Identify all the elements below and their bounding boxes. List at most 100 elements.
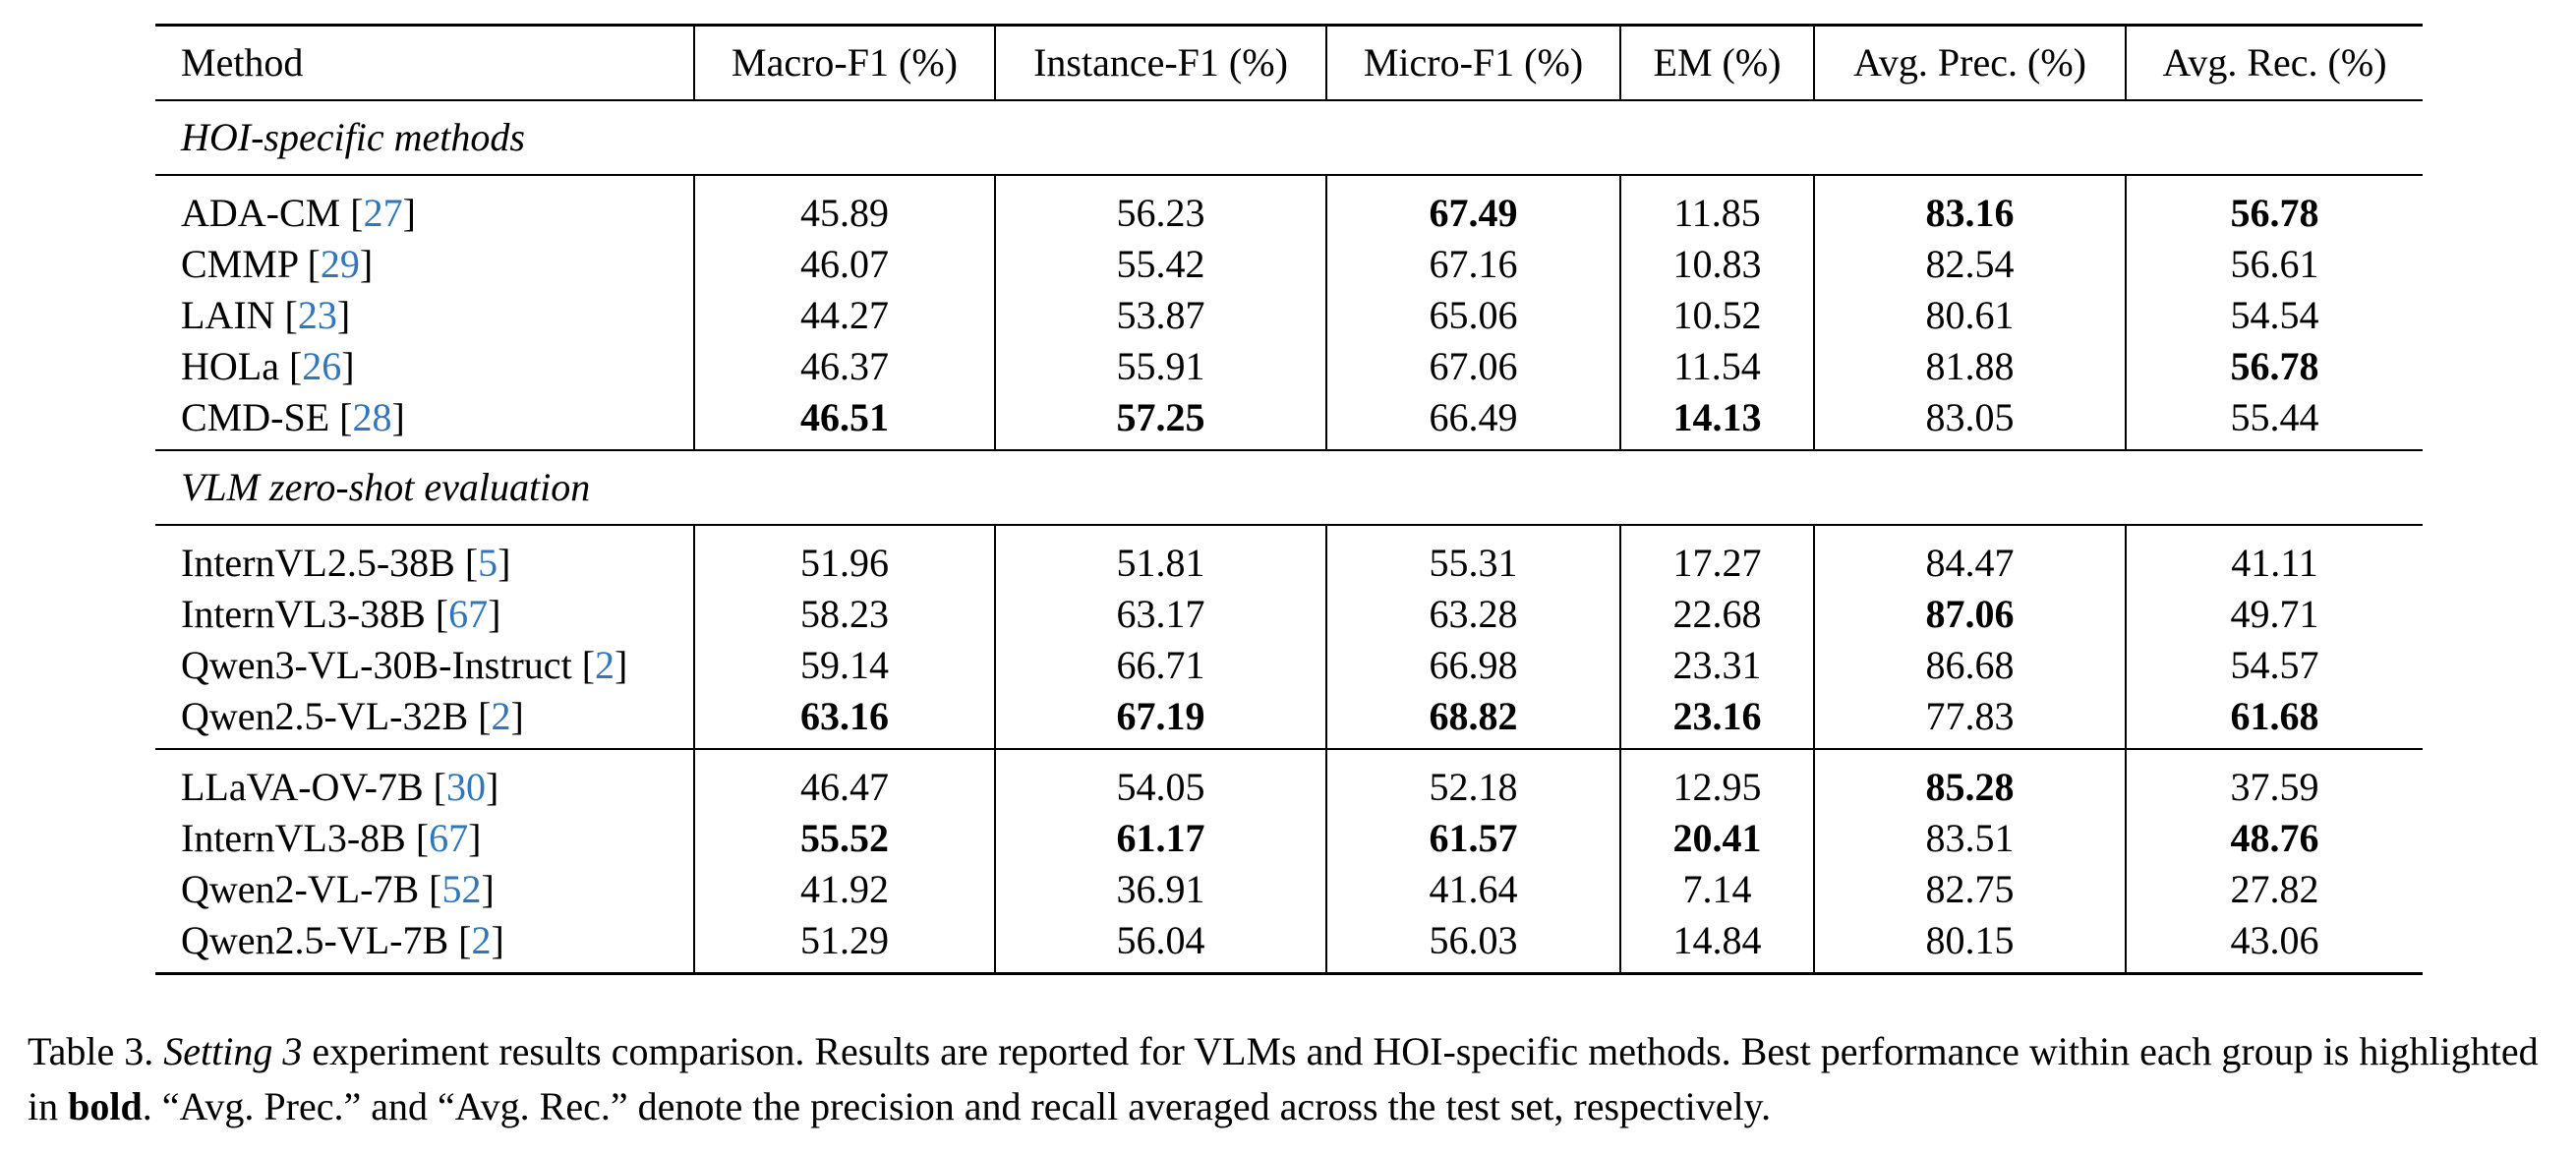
caption-setting: Setting 3 (163, 1029, 303, 1073)
value-cell-avg-rec: 55.44 (2125, 392, 2423, 451)
value-cell-instance-f1: 57.25 (994, 392, 1326, 451)
value-text: 41.92 (800, 867, 889, 911)
table-row: InternVL2.5-38B [5] 51.96 51.81 55.31 17.27 8… (155, 525, 2423, 589)
citation-link[interactable]: 67 (429, 816, 469, 860)
value-text: 56.78 (2230, 344, 2319, 388)
table-row: Qwen2.5-VL-7B [2] 51.29 56.04 56.03 14.84 80.… (155, 915, 2423, 975)
citation-link[interactable]: 27 (363, 191, 403, 235)
method-cell: InternVL3-38B [67] (181, 592, 501, 636)
value-text: 56.03 (1429, 918, 1518, 962)
citation-link[interactable]: 23 (297, 293, 337, 337)
value-text: 83.16 (1925, 191, 2015, 235)
header-method: Method (155, 24, 694, 101)
citation-link[interactable]: 2 (491, 694, 511, 738)
value-text: 63.17 (1116, 592, 1205, 636)
value-text: 10.52 (1672, 293, 1762, 337)
method-name: HOLa (181, 344, 279, 388)
value-text: 58.23 (800, 592, 889, 636)
value-cell-avg-rec: 41.11 (2125, 525, 2423, 589)
value-text: 54.57 (2230, 643, 2319, 687)
value-text: 66.98 (1429, 643, 1518, 687)
table-row: LAIN [23] 44.27 53.87 65.06 10.52 80.61 54.54 (155, 290, 2423, 341)
value-text: 68.82 (1429, 694, 1518, 738)
value-cell-macro-f1: 46.07 (693, 239, 995, 290)
value-text: 57.25 (1116, 395, 1205, 439)
value-cell-em: 23.31 (1619, 640, 1814, 691)
value-text: 23.16 (1672, 694, 1762, 738)
citation-link[interactable]: 52 (441, 867, 482, 911)
value-text: 63.28 (1429, 592, 1518, 636)
value-cell-avg-rec: 37.59 (2125, 749, 2423, 813)
value-cell-avg-prec: 86.68 (1813, 640, 2126, 691)
caption-text-1: experiment results comparison. Results a… (28, 1029, 2539, 1128)
value-text: 51.81 (1116, 541, 1205, 585)
value-cell-avg-rec: 48.76 (2125, 813, 2423, 864)
method-name: Qwen3-VL-30B-Instruct (181, 643, 572, 687)
value-text: 11.54 (1673, 344, 1761, 388)
value-text: 82.54 (1925, 242, 2015, 286)
value-cell-avg-rec: 54.57 (2125, 640, 2423, 691)
value-cell-em: 17.27 (1619, 525, 1814, 589)
value-text: 55.91 (1116, 344, 1205, 388)
value-text: 67.16 (1429, 242, 1518, 286)
value-text: 63.16 (800, 694, 889, 738)
value-cell-macro-f1: 51.29 (693, 915, 995, 975)
value-text: 22.68 (1672, 592, 1762, 636)
value-cell-micro-f1: 67.16 (1325, 239, 1620, 290)
value-cell-micro-f1: 67.49 (1325, 175, 1620, 239)
value-text: 41.64 (1429, 867, 1518, 911)
value-cell-em: 22.68 (1619, 589, 1814, 640)
value-cell-instance-f1: 51.81 (994, 525, 1326, 589)
value-cell-instance-f1: 63.17 (994, 589, 1326, 640)
value-cell-micro-f1: 41.64 (1325, 864, 1620, 915)
value-cell-macro-f1: 46.51 (693, 392, 995, 451)
value-cell-micro-f1: 66.49 (1325, 392, 1620, 451)
value-text: 36.91 (1116, 867, 1205, 911)
value-cell-avg-rec: 56.78 (2125, 341, 2423, 392)
method-cell: ADA-CM [27] (181, 191, 416, 235)
value-cell-avg-prec: 82.75 (1813, 864, 2126, 915)
citation-link[interactable]: 5 (478, 541, 498, 585)
method-name: ADA-CM (181, 191, 341, 235)
value-text: 86.68 (1925, 643, 2015, 687)
citation-link[interactable]: 67 (448, 592, 489, 636)
value-cell-em: 23.16 (1619, 691, 1814, 750)
value-cell-micro-f1: 67.06 (1325, 341, 1620, 392)
value-cell-avg-prec: 80.61 (1813, 290, 2126, 341)
citation-link[interactable]: 26 (302, 344, 342, 388)
method-name: InternVL2.5-38B (181, 541, 455, 585)
header-avg-rec: Avg. Rec. (%) (2125, 24, 2423, 101)
caption-bold-word: bold (68, 1084, 143, 1128)
citation-link[interactable]: 30 (446, 765, 486, 809)
table-caption: Table 3. Setting 3 experiment results co… (28, 1024, 2564, 1134)
value-cell-instance-f1: 53.87 (994, 290, 1326, 341)
value-text: 44.27 (800, 293, 889, 337)
value-cell-macro-f1: 51.96 (693, 525, 995, 589)
value-cell-micro-f1: 66.98 (1325, 640, 1620, 691)
value-cell-avg-rec: 54.54 (2125, 290, 2423, 341)
value-text: 56.23 (1116, 191, 1205, 235)
value-cell-em: 14.13 (1619, 392, 1814, 451)
header-macro-f1: Macro-F1 (%) (693, 24, 995, 101)
citation-link[interactable]: 28 (352, 395, 392, 439)
value-cell-instance-f1: 66.71 (994, 640, 1326, 691)
value-text: 7.14 (1682, 867, 1752, 911)
table-row: LLaVA-OV-7B [30] 46.47 54.05 52.18 12.95 85.2… (155, 749, 2423, 813)
value-cell-avg-rec: 61.68 (2125, 691, 2423, 750)
value-cell-instance-f1: 55.91 (994, 341, 1326, 392)
value-cell-macro-f1: 59.14 (693, 640, 995, 691)
citation-link[interactable]: 2 (595, 643, 615, 687)
value-text: 12.95 (1672, 765, 1762, 809)
citation-link[interactable]: 2 (471, 918, 492, 962)
citation-link[interactable]: 29 (320, 242, 360, 286)
method-name: Qwen2-VL-7B (181, 867, 420, 911)
method-name: CMMP (181, 242, 298, 286)
value-text: 67.06 (1429, 344, 1518, 388)
method-name: CMD-SE (181, 395, 330, 439)
value-cell-instance-f1: 54.05 (994, 749, 1326, 813)
group-title-row: VLM zero-shot evaluation (155, 450, 2423, 526)
value-cell-em: 20.41 (1619, 813, 1814, 864)
value-text: 61.68 (2230, 694, 2319, 738)
method-name: InternVL3-38B (181, 592, 426, 636)
value-text: 84.47 (1925, 541, 2015, 585)
